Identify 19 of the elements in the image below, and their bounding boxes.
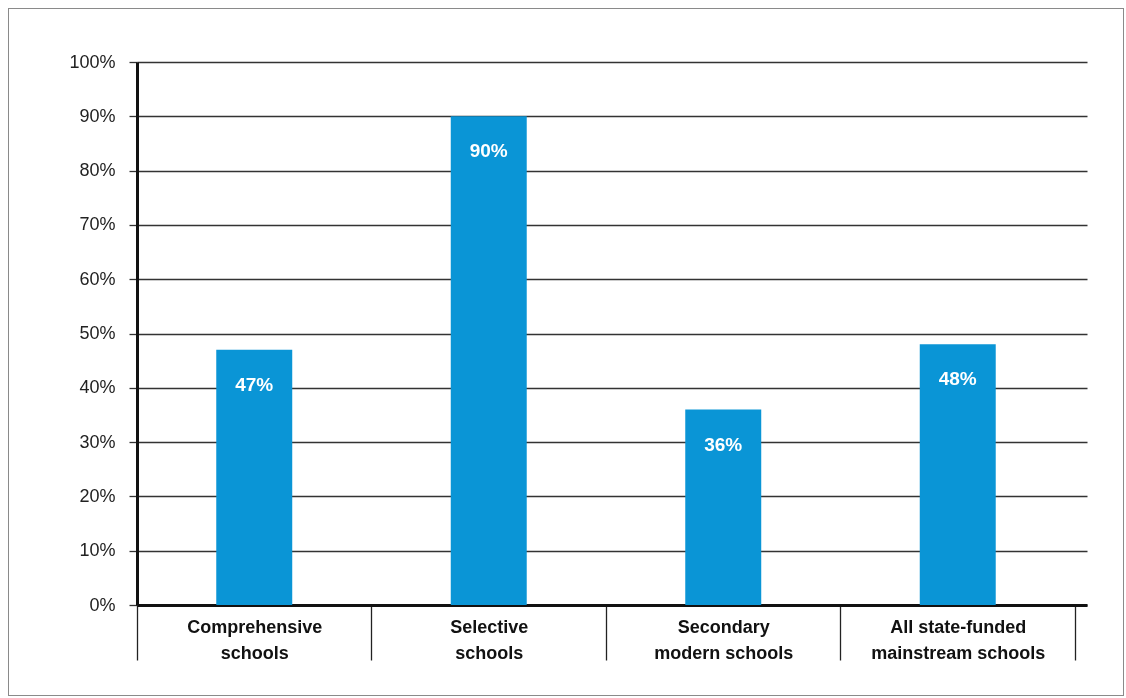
y-tick-label: 100%	[69, 51, 116, 72]
y-tick-label: 20%	[79, 485, 116, 506]
data-label: 90%	[469, 140, 508, 162]
y-tick-label: 30%	[79, 431, 116, 452]
y-tick-label: 10%	[79, 540, 116, 561]
y-tick-label: 0%	[89, 594, 116, 615]
y-tick-label: 60%	[79, 268, 116, 289]
data-label: 47%	[235, 373, 274, 395]
x-tick-label: Secondary modern schools	[654, 616, 794, 663]
x-tick-label: Selective schools	[450, 616, 529, 663]
y-tick-label: 80%	[79, 160, 116, 181]
x-tick-label: Comprehensive schools	[187, 616, 323, 663]
data-label: 36%	[704, 433, 743, 455]
data-label: 48%	[938, 368, 977, 390]
y-tick-label: 50%	[79, 323, 116, 343]
x-tick-label: All state-funded mainstream schools	[871, 616, 1046, 663]
y-tick-label: 40%	[79, 377, 116, 398]
y-tick-label: 90%	[79, 105, 116, 126]
y-tick-label: 70%	[79, 214, 116, 235]
